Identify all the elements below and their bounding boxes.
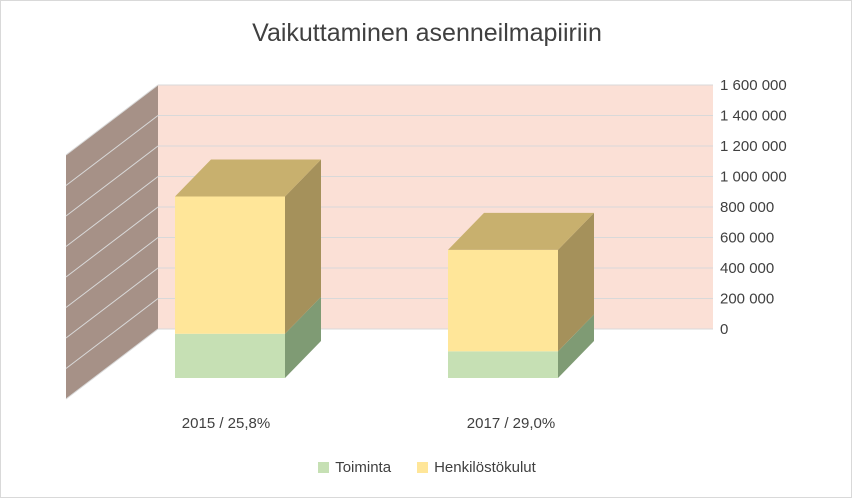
legend-swatch-toiminta bbox=[318, 462, 330, 473]
bar-toiminta-1 bbox=[448, 351, 558, 378]
side-gridline bbox=[65, 176, 159, 247]
y-tick-label: 1 400 000 bbox=[720, 108, 787, 125]
legend-swatch-henkilostokulut bbox=[417, 462, 429, 473]
y-tick-label: 800 000 bbox=[720, 199, 774, 216]
side-gridline bbox=[65, 206, 159, 278]
side-gridline bbox=[65, 84, 159, 156]
bar-side-henkilostokulut-1 bbox=[558, 212, 594, 352]
legend-item-henkilostokulut: Henkilöstökulut bbox=[417, 459, 536, 476]
side-gridline bbox=[65, 115, 159, 186]
legend-item-toiminta: Toiminta bbox=[318, 459, 391, 476]
side-gridline bbox=[65, 298, 159, 369]
y-tick-label: 0 bbox=[720, 321, 728, 338]
side-gridline bbox=[65, 237, 159, 308]
bar-side-toiminta-1 bbox=[558, 314, 594, 378]
bar-side-toiminta-0 bbox=[285, 296, 321, 378]
chart-title: Vaikuttaminen asenneilmapiiriin bbox=[252, 19, 602, 47]
bar-henkilostokulut-1 bbox=[448, 249, 558, 352]
bar-toiminta-0 bbox=[175, 333, 285, 378]
y-tick-label: 400 000 bbox=[720, 260, 774, 277]
y-tick-label: 600 000 bbox=[720, 230, 774, 247]
y-tick-label: 1 200 000 bbox=[720, 138, 787, 155]
y-tick-label: 1 600 000 bbox=[720, 77, 787, 94]
bar-side-henkilostokulut-0 bbox=[285, 159, 321, 334]
y-tick-label: 1 000 000 bbox=[720, 169, 787, 186]
bar-henkilostokulut-0 bbox=[175, 196, 285, 334]
legend-label-henkilostokulut: Henkilöstökulut bbox=[434, 459, 536, 476]
x-category-label: 2015 / 25,8% bbox=[182, 415, 270, 432]
legend: Toiminta Henkilöstökulut bbox=[1, 459, 851, 476]
legend-label-toiminta: Toiminta bbox=[335, 459, 392, 476]
side-gridline bbox=[65, 145, 159, 217]
bar-top-0 bbox=[175, 159, 321, 197]
bar-top-1 bbox=[448, 212, 594, 250]
side-gridline bbox=[65, 328, 159, 400]
side-gridline bbox=[65, 267, 159, 339]
x-category-label: 2017 / 29,0% bbox=[467, 415, 555, 432]
y-tick-label: 200 000 bbox=[720, 291, 774, 308]
